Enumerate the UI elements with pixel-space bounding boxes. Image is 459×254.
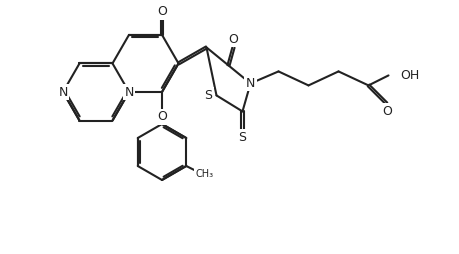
- Text: OH: OH: [400, 69, 419, 82]
- Text: O: O: [228, 33, 238, 46]
- Text: S: S: [238, 131, 246, 144]
- Text: O: O: [382, 105, 392, 118]
- Text: N: N: [124, 86, 134, 99]
- Text: O: O: [157, 110, 167, 123]
- Text: O: O: [157, 5, 167, 18]
- Text: N: N: [58, 86, 67, 99]
- Text: CH₃: CH₃: [195, 169, 213, 179]
- Text: S: S: [204, 89, 212, 102]
- Text: N: N: [245, 77, 255, 90]
